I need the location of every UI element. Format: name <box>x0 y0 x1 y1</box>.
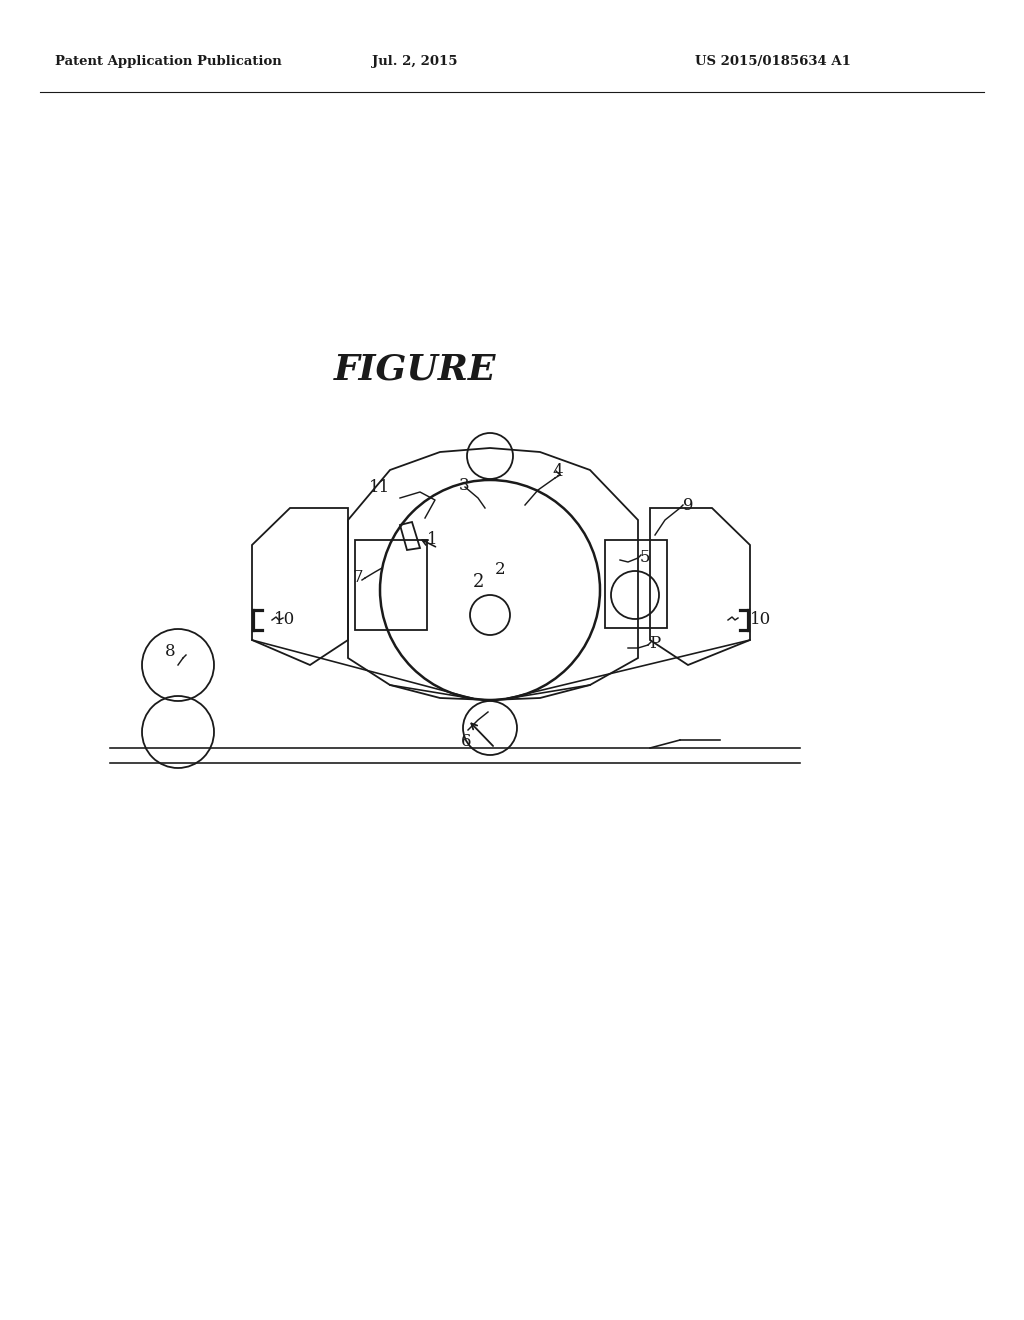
Text: 2: 2 <box>495 561 505 578</box>
Text: 5: 5 <box>640 549 650 566</box>
Text: 2: 2 <box>472 573 483 591</box>
Text: 3: 3 <box>459 478 469 495</box>
Text: 10: 10 <box>274 611 295 628</box>
Text: Patent Application Publication: Patent Application Publication <box>55 55 282 69</box>
Text: 10: 10 <box>750 611 771 628</box>
Text: 11: 11 <box>370 479 390 495</box>
Text: 9: 9 <box>683 498 693 515</box>
Text: FIGURE: FIGURE <box>334 352 497 387</box>
Text: 4: 4 <box>553 463 563 480</box>
Text: Jul. 2, 2015: Jul. 2, 2015 <box>373 55 458 69</box>
Text: 1: 1 <box>427 532 437 549</box>
Text: P: P <box>649 635 660 652</box>
Text: US 2015/0185634 A1: US 2015/0185634 A1 <box>695 55 851 69</box>
Bar <box>355 540 427 630</box>
Text: 6: 6 <box>461 734 471 751</box>
Text: 7: 7 <box>352 569 364 586</box>
Bar <box>605 540 667 628</box>
Text: 8: 8 <box>165 644 175 660</box>
